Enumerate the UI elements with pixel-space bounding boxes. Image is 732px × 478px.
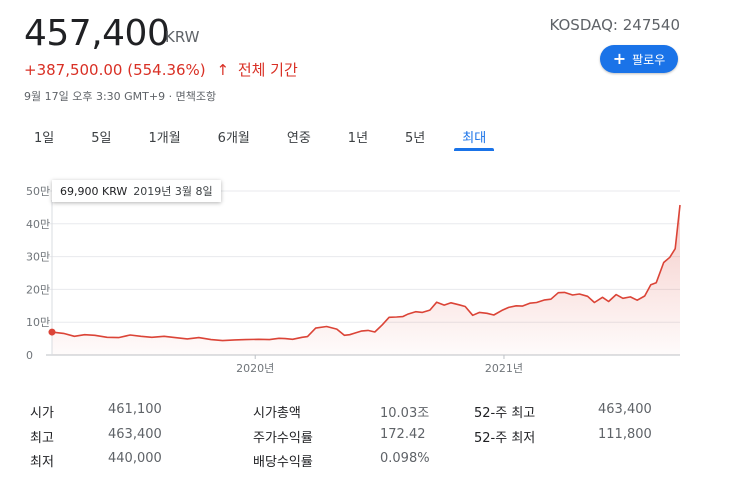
tab-range[interactable]: 1년	[347, 131, 369, 146]
stat-div-value: 0.098%	[380, 451, 430, 466]
chart-tooltip: 69,900 KRW 2019년 3월 8일	[52, 180, 221, 202]
stat-div-label: 배당수익률	[253, 455, 313, 470]
stat-low-value: 440,000	[108, 451, 162, 466]
stat-high-value: 463,400	[108, 427, 162, 442]
follow-button[interactable]: + 팔로우	[600, 45, 678, 73]
stat-mktcap-label: 시가총액	[253, 406, 301, 421]
stat-52w-high-value: 463,400	[598, 402, 652, 417]
y-tick-label: 0	[26, 349, 33, 362]
price-line	[51, 204, 681, 342]
x-tick-label: 2020년	[236, 362, 274, 375]
tab-range[interactable]: 1개월	[148, 131, 181, 146]
quote-timestamp[interactable]: 9월 17일 오후 3:30 GMT+9 · 면책조항	[24, 90, 217, 103]
hover-point	[48, 328, 56, 336]
y-tick-label: 50만	[26, 185, 50, 198]
tab-range[interactable]: 5년	[405, 131, 426, 146]
stat-52w-low-label: 52-주 최저	[474, 431, 536, 446]
tooltip-date: 2019년 3월 8일	[133, 185, 213, 198]
price-change: +387,500.00 (554.36%) ↑ 전체 기간	[24, 60, 298, 80]
exchange-ticker: KOSDAQ: 247540	[549, 16, 680, 34]
currency-label: KRW	[165, 28, 200, 46]
change-value: +387,500.00 (554.36%)	[24, 61, 206, 79]
y-tick-label: 10만	[26, 316, 50, 329]
stat-high-label: 최고	[30, 431, 54, 446]
price-chart[interactable]: 0 10만 20만 30만 40만 50만 2020년 2021년	[0, 170, 732, 390]
stat-open-label: 시가	[30, 406, 54, 421]
change-period: 전체 기간	[237, 61, 298, 79]
tab-range[interactable]: 최대	[454, 124, 495, 151]
stat-52w-high-label: 52-주 최고	[474, 406, 536, 421]
stat-pe-label: 주가수익률	[253, 431, 313, 446]
y-tick-label: 30만	[26, 251, 50, 264]
plus-icon: +	[612, 49, 627, 68]
current-price: 457,400	[24, 13, 170, 54]
tab-range[interactable]: 1일	[34, 131, 55, 146]
tooltip-value: 69,900 KRW	[60, 184, 128, 198]
follow-button-label: 팔로우	[632, 52, 666, 67]
price-area	[52, 205, 680, 355]
arrow-up-icon: ↑	[216, 61, 230, 79]
stat-open-value: 461,100	[108, 402, 162, 417]
tab-range[interactable]: 6개월	[217, 131, 250, 146]
stat-52w-low-value: 111,800	[598, 427, 652, 442]
stat-low-label: 최저	[30, 455, 54, 470]
y-tick-label: 40만	[26, 218, 50, 231]
tab-range[interactable]: 연중	[286, 131, 311, 146]
stat-mktcap-value: 10.03조	[380, 406, 430, 421]
x-tick-label: 2021년	[485, 362, 523, 375]
y-tick-label: 20만	[26, 283, 50, 296]
time-range-tabs: 1일 5일 1개월 6개월 연중 1년 5년 최대	[26, 124, 515, 152]
stat-pe-value: 172.42	[380, 427, 426, 442]
tab-range[interactable]: 5일	[91, 131, 112, 146]
